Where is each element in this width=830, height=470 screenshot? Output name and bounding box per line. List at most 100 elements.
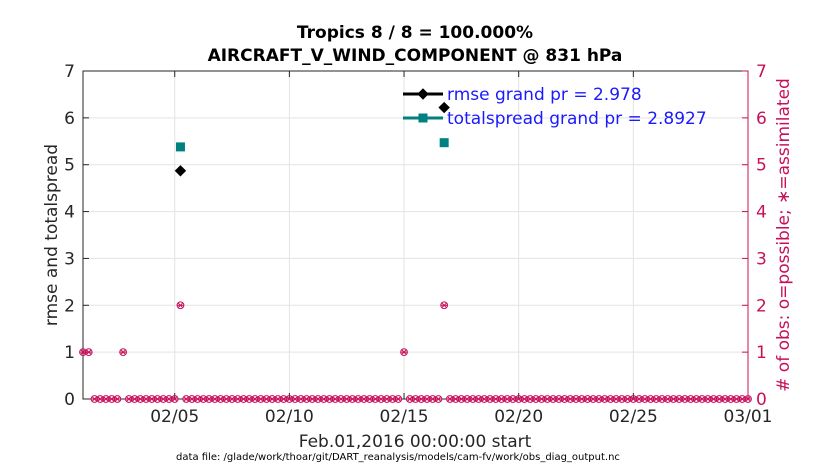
obs-possible-circle [170, 395, 179, 403]
obs-asterisk-stroke [309, 396, 315, 402]
legend-marker [417, 88, 429, 100]
obs-asterisk-stroke [97, 396, 103, 402]
obs-asterisk-stroke [229, 396, 235, 402]
obs-asterisk-stroke [596, 396, 602, 402]
obs-asterisk-stroke [269, 396, 275, 402]
obs-asterisk-stroke [154, 396, 161, 402]
obs-asterisk-stroke [389, 396, 396, 402]
obs-asterisk-stroke [579, 396, 585, 402]
obs-asterisk-stroke [458, 396, 464, 402]
y-tick-label-left: 4 [64, 203, 75, 223]
obs-count-point [577, 395, 586, 403]
obs-asterisk-stroke [716, 396, 722, 402]
obs-possible-circle [400, 348, 408, 357]
y-axis-left-label: rmse and totalspread [42, 144, 62, 326]
chart-title-line-1: Tropics 8 / 8 = 100.000% [297, 23, 533, 43]
obs-asterisk-stroke [441, 302, 447, 308]
obs-asterisk-stroke [539, 396, 545, 402]
obs-asterisk-stroke [630, 396, 636, 402]
obs-possible-circle [440, 301, 449, 310]
obs-asterisk-stroke [567, 396, 573, 402]
y-tick-label-right: 2 [756, 296, 767, 316]
obs-asterisk-stroke [252, 396, 258, 402]
obs-asterisk-stroke [281, 396, 287, 402]
obs-asterisk-stroke [143, 396, 149, 402]
obs-asterisk-stroke [298, 396, 304, 402]
rmse-point [174, 165, 187, 177]
obs-asterisk-stroke [132, 396, 138, 402]
obs-asterisk-stroke [206, 396, 212, 402]
obs-asterisk-stroke [475, 396, 482, 402]
y-tick-label-right: 0 [756, 390, 767, 410]
obs-count-point [365, 395, 374, 403]
obs-asterisk-stroke [688, 396, 694, 402]
obs-asterisk-stroke [619, 396, 625, 402]
obs-asterisk-stroke [739, 396, 745, 402]
obs-asterisk-stroke [235, 396, 241, 402]
obs-asterisk-stroke [521, 396, 528, 402]
obs-asterisk-stroke [217, 396, 224, 402]
obs-asterisk-stroke [137, 396, 143, 402]
obs-asterisk-stroke [573, 396, 579, 402]
obs-count-point [434, 395, 443, 403]
obs-asterisk-stroke [745, 396, 751, 402]
obs-count-point [251, 395, 259, 403]
obs-possible-circle [394, 395, 403, 403]
obs-count-point [640, 395, 649, 403]
obs-asterisk-stroke [195, 396, 201, 402]
totalspread-point [175, 142, 185, 152]
axes: 02/05 02/10 02/15 02/20 02/25 03/010 01 12 23 34 4… [64, 62, 772, 427]
x-tick-label: 02/05 [150, 407, 199, 427]
obs-asterisk-stroke [636, 396, 642, 402]
y-tick-label-left: 2 [64, 296, 75, 316]
obs-asterisk-stroke [693, 396, 699, 402]
obs-asterisk-stroke [733, 396, 740, 402]
obs-asterisk-stroke [665, 396, 671, 402]
obs-asterisk-stroke [321, 396, 327, 402]
obs-possible-circle [744, 395, 752, 403]
obs-asterisk-stroke [642, 396, 648, 402]
obs-asterisk-stroke [361, 396, 367, 402]
obs-asterisk-stroke [556, 396, 562, 402]
obs-count-point [170, 395, 179, 403]
obs-count-point [531, 395, 540, 403]
obs-asterisk-stroke [120, 349, 126, 355]
obs-asterisk-stroke [292, 396, 298, 402]
obs-asterisk-stroke [246, 396, 252, 402]
legend-entry: rmse grand pr = 2.978 [447, 85, 642, 105]
obs-count-point [84, 348, 93, 357]
obs-count-point [698, 395, 707, 403]
obs-asterisk-stroke [378, 396, 384, 402]
obs-count-point [113, 395, 122, 403]
obs-asterisk-stroke [258, 396, 264, 402]
obs-asterisk-stroke [711, 396, 717, 402]
obs-asterisk-stroke [172, 396, 178, 402]
obs-asterisk-stroke [590, 396, 596, 402]
data-marks [79, 101, 752, 403]
obs-asterisk-stroke [464, 396, 470, 402]
y-tick-label-left: 7 [64, 62, 75, 82]
obs-asterisk-stroke [728, 396, 734, 402]
obs-asterisk-stroke [516, 396, 522, 402]
x-tick-label: 02/10 [265, 407, 314, 427]
y-tick-label-right: 5 [756, 156, 767, 176]
obs-asterisk-stroke [453, 396, 459, 402]
y-tick-label-left: 5 [64, 156, 75, 176]
obs-count-point [744, 395, 752, 403]
obs-asterisk-stroke [653, 396, 659, 402]
x-axis-label: Feb.01,2016 00:00:00 start [299, 432, 532, 452]
obs-asterisk-stroke [435, 396, 442, 402]
obs-asterisk-stroke [699, 396, 705, 402]
obs-asterisk-stroke [332, 396, 338, 402]
obs-asterisk-stroke [722, 396, 728, 402]
x-tick-label: 03/01 [724, 407, 773, 427]
y-tick-label-right: 4 [756, 203, 767, 223]
obs-asterisk-stroke [326, 396, 333, 402]
obs-asterisk-stroke [344, 396, 350, 402]
obs-asterisk-stroke [544, 396, 550, 402]
y-tick-label-left: 0 [64, 390, 75, 410]
obs-asterisk-stroke [263, 396, 270, 402]
obs-count-point [692, 395, 701, 403]
obs-asterisk-stroke [103, 396, 109, 402]
obs-asterisk-stroke [561, 396, 568, 402]
